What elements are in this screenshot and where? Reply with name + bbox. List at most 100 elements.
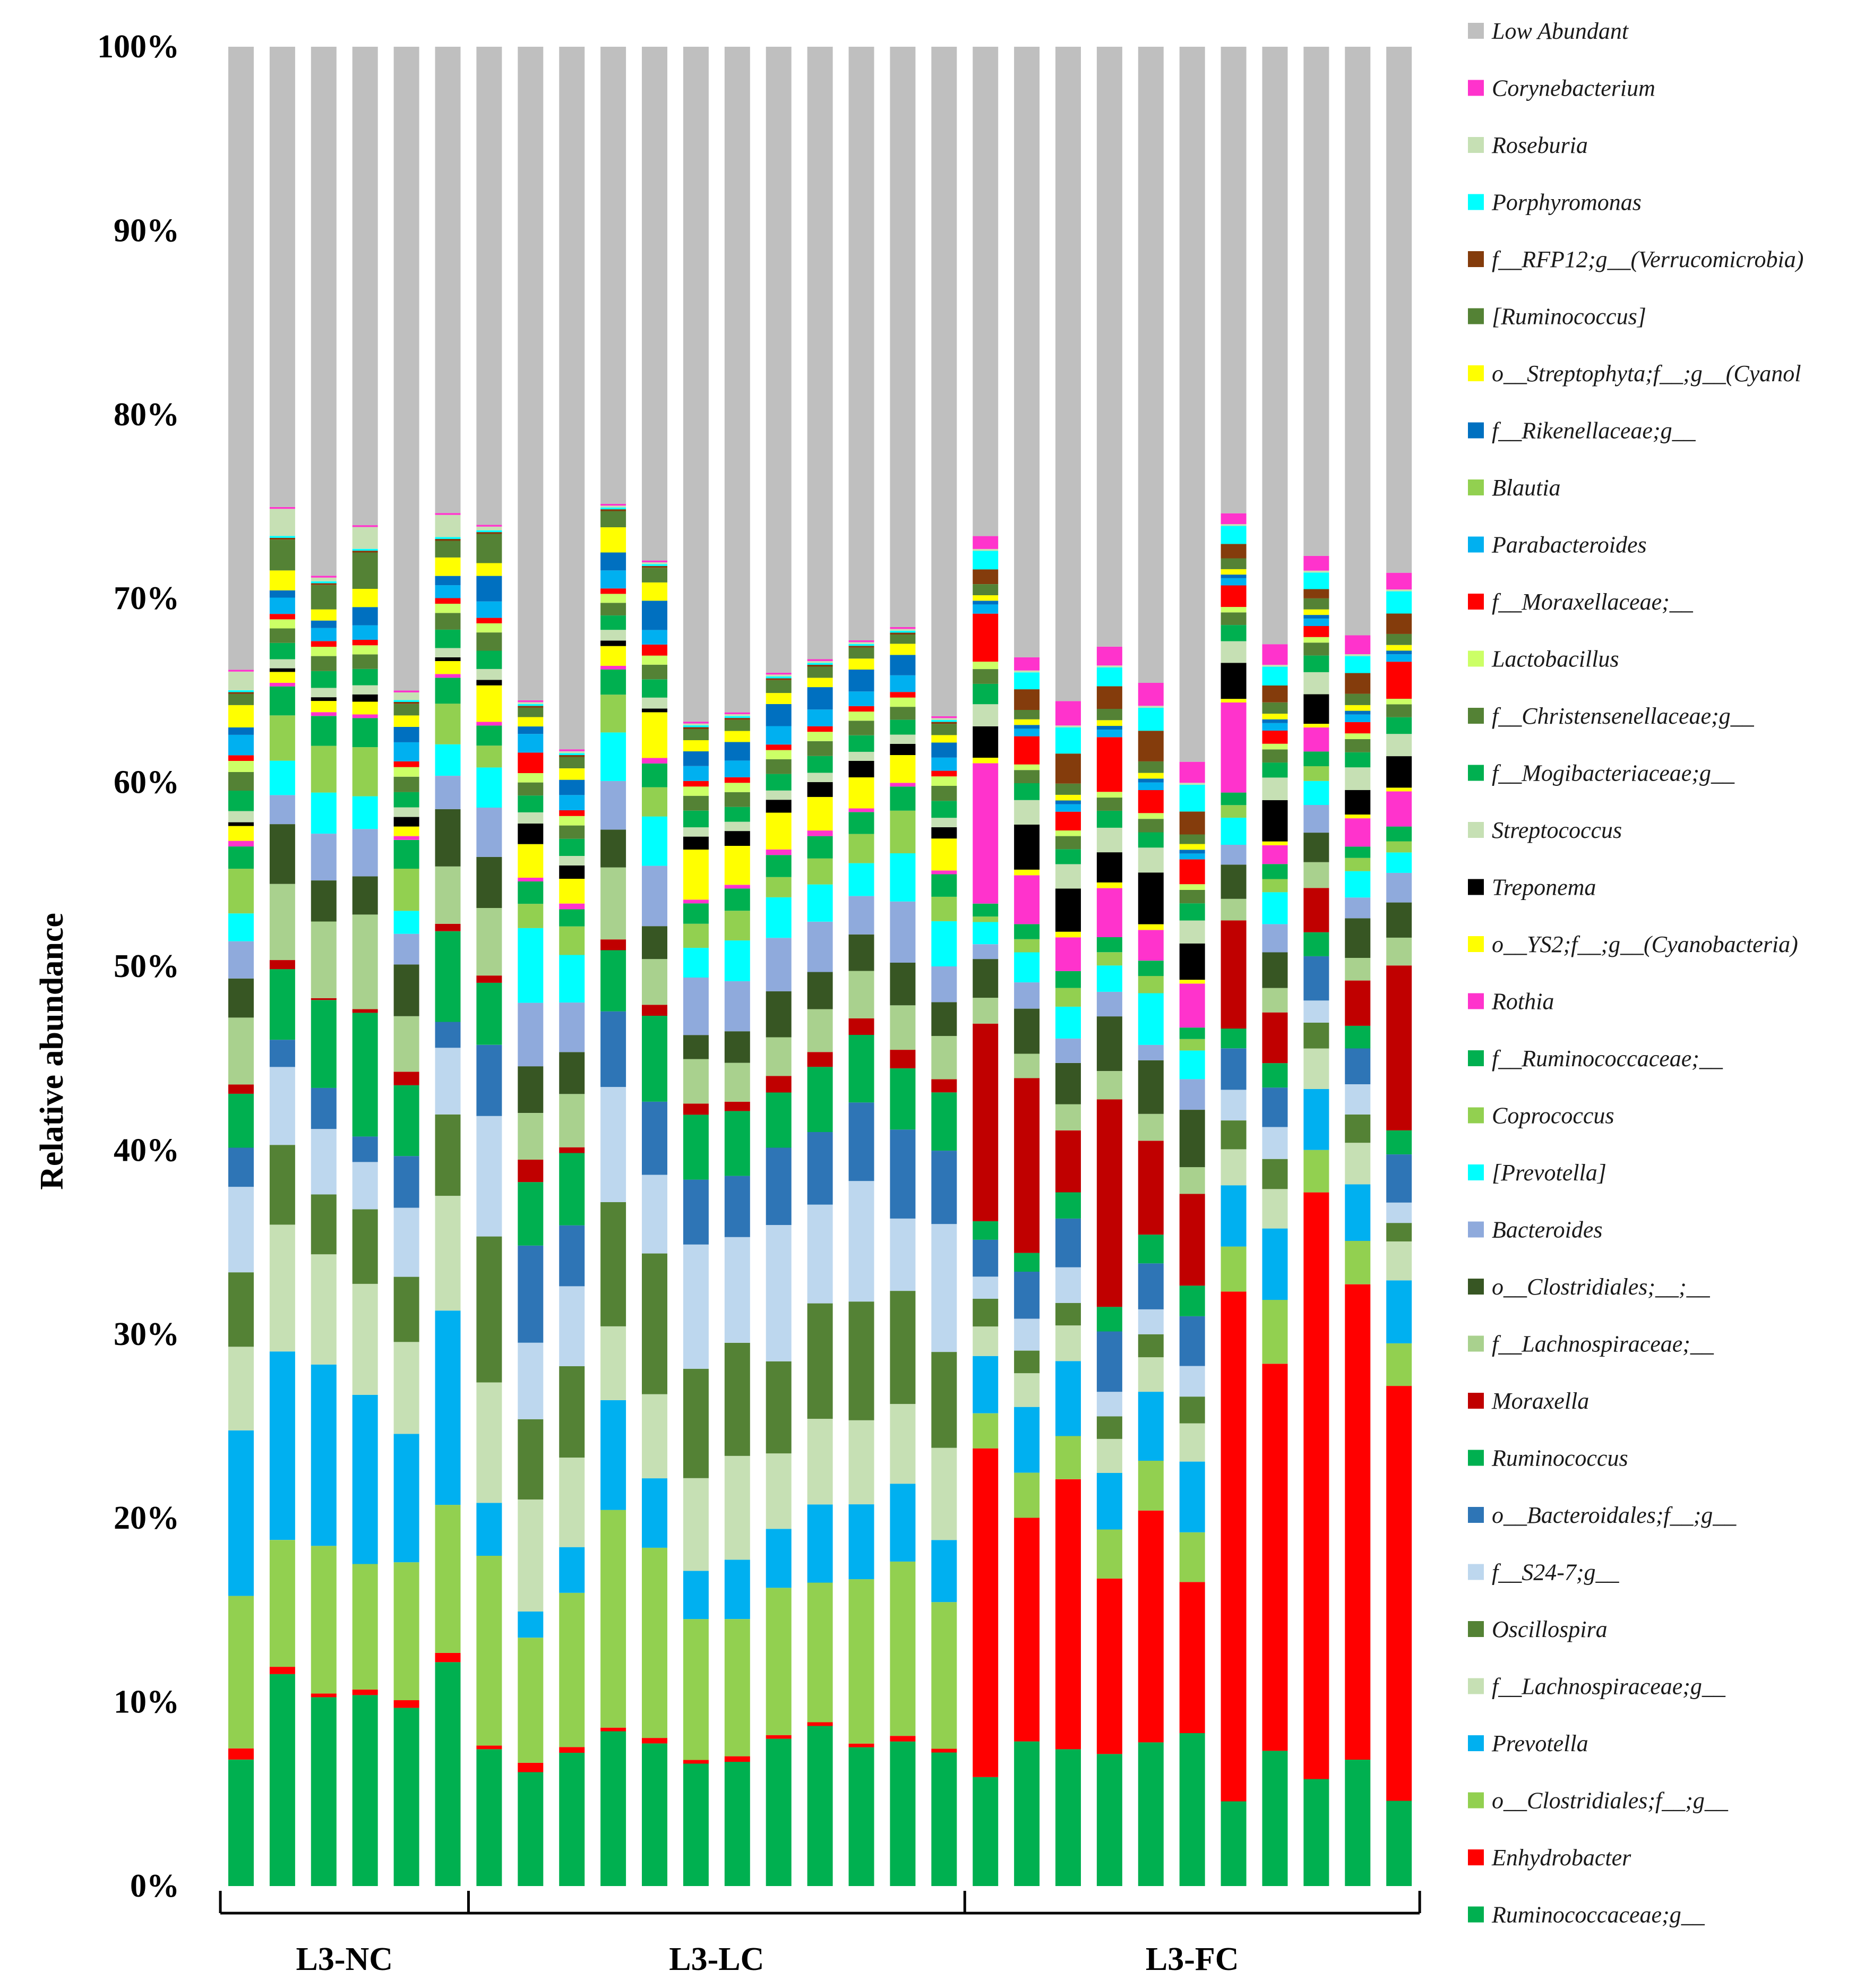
bar-segment bbox=[476, 526, 502, 530]
bar-segment bbox=[1303, 932, 1329, 956]
bar-segment bbox=[1221, 575, 1247, 578]
bar-segment bbox=[1179, 943, 1205, 980]
bar-segment bbox=[848, 1420, 874, 1504]
bar-segment bbox=[1221, 47, 1247, 513]
bar-segment bbox=[766, 1529, 792, 1588]
bar-segment bbox=[559, 47, 585, 750]
legend-label: Streptococcus bbox=[1492, 817, 1622, 843]
bar-segment bbox=[600, 669, 626, 695]
bar-segment bbox=[600, 47, 626, 504]
bar-segment bbox=[600, 503, 626, 506]
legend-swatch bbox=[1468, 993, 1484, 1009]
bar-segment bbox=[600, 588, 626, 594]
bar-segment bbox=[848, 1018, 874, 1035]
bar-segment bbox=[1179, 859, 1205, 885]
bar-segment bbox=[973, 47, 999, 536]
legend-label: Prevotella bbox=[1491, 1730, 1588, 1756]
bar-segment bbox=[1055, 1130, 1081, 1193]
bar-segment bbox=[1386, 591, 1412, 614]
bar-segment bbox=[476, 975, 502, 983]
bar-column-16 bbox=[848, 47, 874, 1886]
bar-segment bbox=[1138, 1510, 1164, 1743]
bar-segment bbox=[228, 761, 254, 772]
legend-swatch bbox=[1468, 194, 1484, 210]
bar-segment bbox=[931, 1002, 957, 1036]
bar-segment bbox=[1221, 1149, 1247, 1186]
bar-segment bbox=[435, 47, 461, 513]
bar-segment bbox=[1221, 585, 1247, 607]
bar-segment bbox=[311, 697, 337, 701]
bar-segment bbox=[600, 603, 626, 615]
bar-segment bbox=[1262, 1228, 1288, 1300]
bar-segment bbox=[848, 1035, 874, 1103]
bar-segment bbox=[1138, 1309, 1164, 1334]
bar-segment bbox=[1262, 892, 1288, 924]
bar-segment bbox=[435, 613, 461, 630]
bar-segment bbox=[518, 704, 544, 706]
bar-segment bbox=[766, 1092, 792, 1148]
bar-segment bbox=[931, 720, 957, 722]
bar-segment bbox=[311, 581, 337, 584]
bar-segment bbox=[724, 1762, 750, 1886]
bar-segment bbox=[724, 940, 750, 981]
bar-segment bbox=[311, 1697, 337, 1886]
bar-segment bbox=[890, 1404, 916, 1484]
bar-segment bbox=[1055, 794, 1081, 801]
bar-segment bbox=[1179, 1194, 1205, 1286]
bar-segment bbox=[228, 734, 254, 756]
bar-segment bbox=[1262, 719, 1288, 723]
bar-segment bbox=[848, 751, 874, 761]
bar-segment bbox=[1138, 1141, 1164, 1235]
bar-segment bbox=[766, 726, 792, 745]
bar-segment bbox=[311, 585, 337, 610]
bar-segment bbox=[724, 981, 750, 1032]
bar-segment bbox=[476, 650, 502, 669]
bar-segment bbox=[518, 1612, 544, 1638]
bar-segment bbox=[393, 704, 419, 716]
bar-segment bbox=[1262, 924, 1288, 953]
bar-segment bbox=[518, 47, 544, 700]
bar-segment bbox=[890, 1005, 916, 1050]
bar-segment bbox=[724, 712, 750, 715]
bar-segment bbox=[518, 752, 544, 773]
legend-swatch bbox=[1468, 1906, 1484, 1923]
legend-swatch bbox=[1468, 1621, 1484, 1637]
bar-segment bbox=[642, 568, 667, 582]
bar-segment bbox=[1179, 1366, 1205, 1397]
bar-segment bbox=[352, 796, 378, 829]
bar-segment bbox=[269, 536, 295, 538]
bar-segment bbox=[1386, 1130, 1412, 1154]
bar-segment bbox=[807, 1009, 833, 1052]
bar-segment bbox=[766, 877, 792, 897]
bar-segment bbox=[559, 768, 585, 780]
bar-segment bbox=[476, 1749, 502, 1886]
bar-segment bbox=[1179, 1027, 1205, 1039]
bar-segment bbox=[600, 570, 626, 589]
bar-segment bbox=[724, 714, 750, 716]
bar-segment bbox=[311, 576, 337, 578]
bar-segment bbox=[518, 734, 544, 753]
bar-segment bbox=[559, 1153, 585, 1226]
bar-segment bbox=[1014, 657, 1040, 671]
bar-segment bbox=[435, 648, 461, 657]
bar-segment bbox=[973, 1326, 999, 1356]
bar-segment bbox=[1386, 589, 1412, 592]
bar-segment bbox=[1096, 1578, 1122, 1754]
legend-label: Rothia bbox=[1491, 989, 1554, 1015]
bar-segment bbox=[1303, 589, 1329, 598]
bar-segment bbox=[476, 532, 502, 534]
bar-segment bbox=[724, 1559, 750, 1619]
bar-segment bbox=[228, 913, 254, 941]
bar-segment bbox=[848, 1579, 874, 1744]
bar-segment bbox=[1386, 1801, 1412, 1886]
bar-segment bbox=[228, 869, 254, 914]
bar-segment bbox=[518, 878, 544, 881]
bar-segment bbox=[1138, 1263, 1164, 1309]
bar-segment bbox=[1221, 558, 1247, 569]
y-tick-label: 70% bbox=[114, 580, 179, 616]
legend-label: Parabacteroides bbox=[1491, 532, 1647, 558]
bar-segment bbox=[1055, 836, 1081, 850]
bar-segment bbox=[642, 816, 667, 866]
bar-segment bbox=[848, 834, 874, 863]
bar-segment bbox=[848, 642, 874, 644]
